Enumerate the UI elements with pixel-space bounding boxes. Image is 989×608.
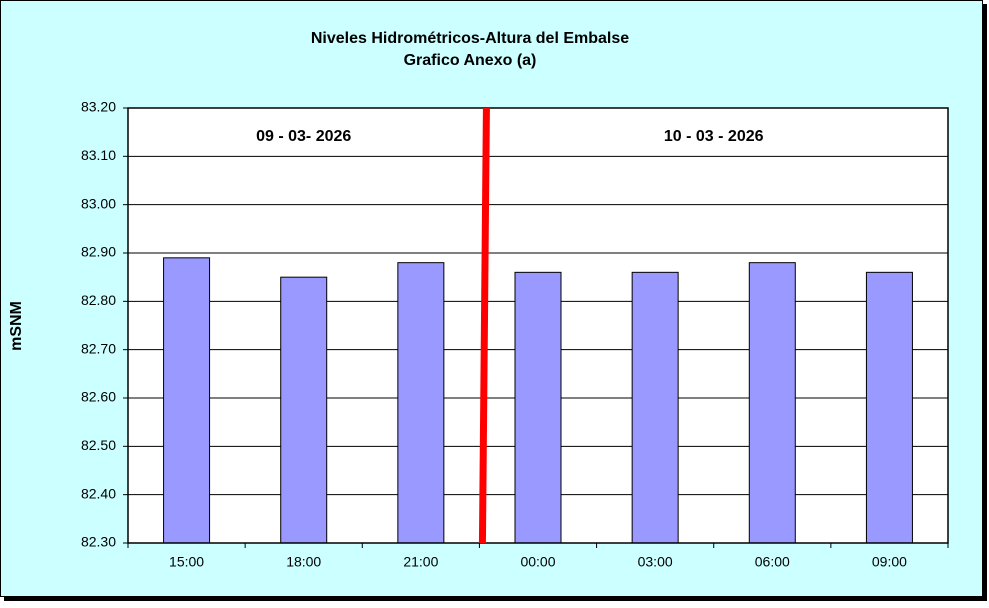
bar xyxy=(865,271,913,544)
x-tick-label: 09:00 xyxy=(872,554,907,570)
x-tick-label: 03:00 xyxy=(638,554,673,570)
date-annotation: 10 - 03 - 2026 xyxy=(664,128,764,145)
bar xyxy=(280,276,328,544)
y-axis-label: mSNM xyxy=(8,301,25,351)
date-divider xyxy=(478,107,490,544)
y-tick-label: 83.00 xyxy=(81,195,116,211)
x-tick-label: 00:00 xyxy=(520,554,555,570)
chart-subtitle: Grafico Anexo (a) xyxy=(404,52,537,69)
bar xyxy=(397,262,445,544)
bar xyxy=(514,271,562,544)
bar xyxy=(631,271,679,544)
bar xyxy=(163,257,211,544)
y-tick-label: 82.50 xyxy=(81,437,116,453)
x-tick-label: 15:00 xyxy=(169,554,204,570)
x-tick-label: 06:00 xyxy=(755,554,790,570)
x-tick-label: 18:00 xyxy=(286,554,321,570)
y-tick-label: 82.40 xyxy=(81,485,116,501)
chart-title: Niveles Hidrométricos-Altura del Embalse xyxy=(311,30,629,47)
plot-area: 82.30 82.40 82.50 82.60 82.70 82.80 82.90 83.00… xyxy=(81,99,949,570)
bar xyxy=(748,262,796,544)
y-tick-label: 82.30 xyxy=(81,534,116,550)
y-tick-label: 83.20 xyxy=(81,99,116,115)
date-annotation: 09 - 03- 2026 xyxy=(256,128,351,145)
y-tick-label: 82.70 xyxy=(81,340,116,356)
y-tick-label: 82.80 xyxy=(81,292,116,308)
plot-border xyxy=(127,107,949,544)
y-tick-label: 82.60 xyxy=(81,389,116,405)
y-tick-label: 83.10 xyxy=(81,147,116,163)
y-tick-label: 82.90 xyxy=(81,244,116,260)
x-tick-label: 21:00 xyxy=(403,554,438,570)
